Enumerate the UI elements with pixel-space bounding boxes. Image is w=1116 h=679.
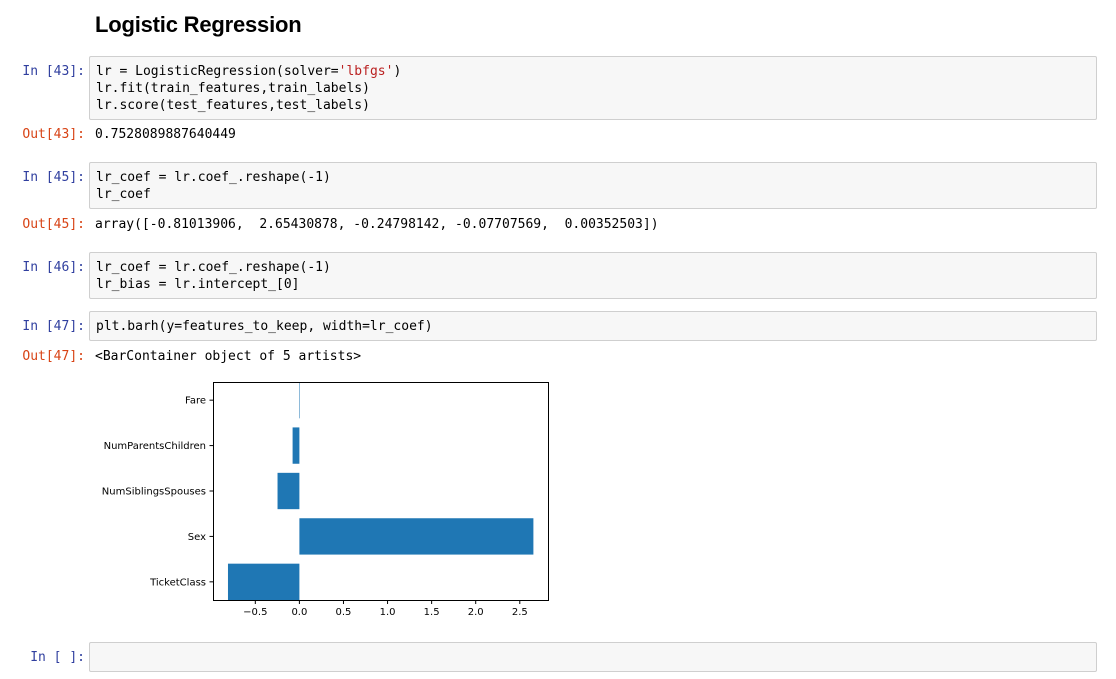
- bar-numsiblingsspouses: [277, 472, 300, 510]
- in-prompt-empty: In [ ]:: [30, 650, 85, 665]
- x-tick-label: −0.5: [243, 607, 267, 618]
- code-cell-46[interactable]: lr_coef = lr.coef_.reshape(-1) lr_bias =…: [89, 252, 1097, 299]
- code-line: lr.score(test_features,test_labels): [96, 98, 370, 113]
- in-prompt-43: In [43]:: [22, 64, 85, 79]
- bar-numparentschildren: [292, 427, 300, 464]
- output-47: <BarContainer object of 5 artists>: [95, 349, 362, 364]
- in-prompt-45: In [45]:: [22, 170, 85, 185]
- code-line: lr.fit(train_features,train_labels): [96, 81, 370, 96]
- in-prompt-47: In [47]:: [22, 319, 85, 334]
- code-line: lr = LogisticRegression(solver='lbfgs'): [96, 64, 402, 79]
- y-tick-label: TicketClass: [149, 577, 206, 588]
- out-prompt-47: Out[47]:: [22, 349, 85, 364]
- bar-sex: [299, 518, 534, 555]
- y-tick-label: NumParentsChildren: [104, 441, 206, 452]
- x-tick-label: 0.5: [336, 607, 352, 618]
- code-line: plt.barh(y=features_to_keep, width=lr_co…: [96, 319, 433, 334]
- code-line: lr_coef: [96, 187, 151, 202]
- out-prompt-45: Out[45]:: [22, 217, 85, 232]
- in-prompt-46: In [46]:: [22, 260, 85, 275]
- code-cell-43[interactable]: lr = LogisticRegression(solver='lbfgs') …: [89, 56, 1097, 120]
- code-line: lr_coef = lr.coef_.reshape(-1): [96, 260, 331, 275]
- code-cell-empty[interactable]: [89, 642, 1097, 672]
- output-45: array([-0.81013906, 2.65430878, -0.24798…: [95, 217, 659, 232]
- code-cell-47[interactable]: plt.barh(y=features_to_keep, width=lr_co…: [89, 311, 1097, 341]
- output-43: 0.7528089887640449: [95, 127, 236, 142]
- out-prompt-43: Out[43]:: [22, 127, 85, 142]
- code-line: lr_bias = lr.intercept_[0]: [96, 277, 300, 292]
- x-tick-label: 2.5: [512, 607, 528, 618]
- x-tick-label: 1.0: [380, 607, 396, 618]
- chart-frame: [213, 382, 549, 601]
- y-tick-label: Sex: [188, 532, 206, 543]
- code-cell-45[interactable]: lr_coef = lr.coef_.reshape(-1) lr_coef: [89, 162, 1097, 209]
- x-tick-label: 2.0: [468, 607, 484, 618]
- bar-fare: [299, 382, 300, 419]
- bar-ticketclass: [227, 563, 300, 600]
- x-tick-label: 0.0: [291, 607, 307, 618]
- code-line: lr_coef = lr.coef_.reshape(-1): [96, 170, 331, 185]
- x-tick-label: 1.5: [424, 607, 440, 618]
- y-tick-label: Fare: [185, 396, 206, 407]
- y-tick-label: NumSiblingsSpouses: [102, 487, 206, 498]
- section-heading: Logistic Regression: [95, 12, 302, 37]
